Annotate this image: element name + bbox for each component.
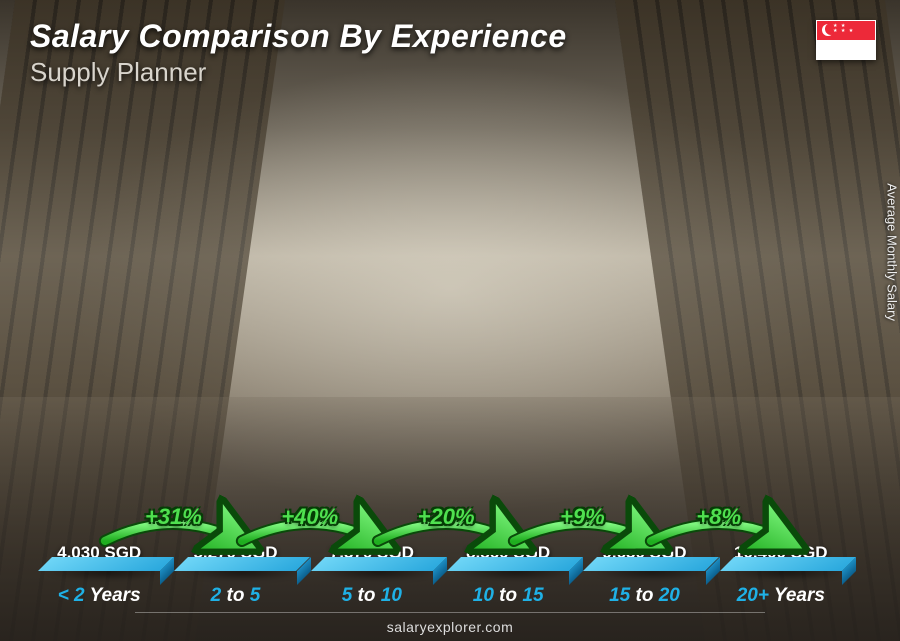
x-label-0: < 2 Years [38, 585, 160, 607]
country-flag-singapore: ★ ★★ ★ ★ [816, 20, 876, 60]
x-label-5: 20+ Years [720, 585, 842, 607]
footer-divider [135, 612, 765, 613]
bar-2: 7,370 SGD [311, 543, 433, 571]
bar-3: 8,860 SGD [447, 543, 569, 571]
x-label-4: 15 to 20 [583, 585, 705, 607]
footer-source: salaryexplorer.com [0, 619, 900, 635]
x-label-1: 2 to 5 [174, 585, 296, 607]
bar-5: 10,400 SGD [720, 543, 842, 571]
bar-chart: 4,030 SGD 5,270 SGD 7,370 SGD 8,860 SGD [30, 120, 850, 571]
bar-4: 9,630 SGD [583, 543, 705, 571]
bar-0: 4,030 SGD [38, 543, 160, 571]
y-axis-label: Average Monthly Salary [885, 183, 900, 321]
bar-1: 5,270 SGD [174, 543, 296, 571]
header: Salary Comparison By Experience Supply P… [30, 18, 870, 88]
chart-title: Salary Comparison By Experience [30, 18, 870, 55]
x-label-2: 5 to 10 [311, 585, 433, 607]
x-label-3: 10 to 15 [447, 585, 569, 607]
x-axis: < 2 Years 2 to 5 5 to 10 10 to 15 15 to 20 20… [30, 585, 850, 607]
chart-subtitle: Supply Planner [30, 57, 870, 88]
